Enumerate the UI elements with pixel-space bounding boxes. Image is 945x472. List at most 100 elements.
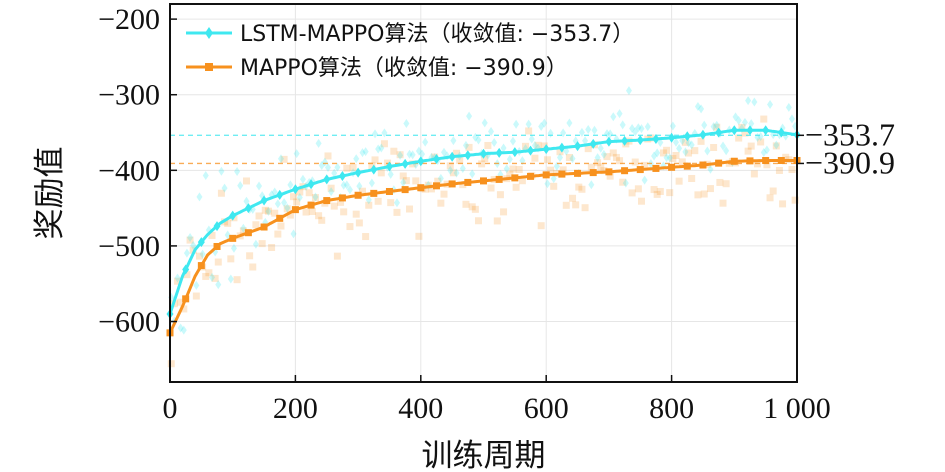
noise-point	[537, 222, 545, 230]
noise-point	[722, 180, 730, 188]
legend-swatch-marker	[205, 63, 213, 71]
series-marker	[448, 180, 456, 188]
noise-point	[707, 164, 714, 174]
noise-point	[550, 182, 558, 190]
noise-point	[352, 210, 360, 218]
noise-point	[632, 127, 639, 137]
noise-point	[283, 205, 291, 213]
series-marker	[338, 194, 346, 202]
noise-point	[450, 136, 457, 146]
noise-point	[616, 109, 623, 119]
noise-point	[193, 280, 200, 290]
noise-point	[713, 123, 721, 131]
converged-value-label: −390.9	[805, 144, 895, 180]
noise-point	[760, 115, 768, 123]
noise-point	[597, 163, 605, 171]
series-marker	[323, 197, 331, 205]
noise-point	[666, 189, 674, 197]
noise-point	[565, 153, 573, 161]
x-tick-label: 400	[398, 392, 443, 425]
noise-point	[419, 149, 426, 159]
noise-point	[500, 208, 508, 216]
noise-point	[763, 161, 771, 169]
series-marker	[276, 214, 284, 222]
series-marker	[715, 127, 723, 138]
noise-point	[659, 149, 667, 157]
noise-point	[387, 169, 394, 179]
noise-point	[710, 144, 718, 152]
series-marker	[182, 264, 190, 275]
noise-point	[544, 179, 551, 189]
noise-point	[189, 246, 197, 254]
noise-point	[296, 188, 304, 196]
noise-point	[644, 122, 651, 132]
noise-point	[766, 194, 774, 202]
noise-point	[453, 149, 461, 157]
noise-point	[575, 183, 583, 191]
series-marker	[683, 131, 691, 142]
noise-point	[331, 168, 338, 178]
noise-point	[196, 192, 203, 202]
noise-point	[183, 248, 190, 258]
noise-point	[710, 122, 717, 132]
noise-point	[500, 143, 507, 153]
series-marker	[370, 164, 378, 175]
series-marker	[464, 150, 472, 161]
series-marker	[213, 242, 221, 250]
x-tick-label: 800	[649, 392, 694, 425]
noise-point	[569, 194, 577, 202]
noise-point	[403, 118, 410, 128]
noise-point	[572, 201, 580, 209]
noise-point	[252, 221, 260, 229]
noise-point	[186, 236, 194, 244]
noise-point	[421, 185, 429, 193]
series-marker	[495, 147, 503, 158]
noise-point	[167, 360, 175, 368]
series-marker	[511, 147, 519, 158]
series-marker	[636, 135, 644, 146]
noise-point	[349, 163, 357, 171]
noise-point	[745, 96, 752, 106]
noise-point	[550, 174, 557, 184]
noise-point	[174, 277, 182, 285]
noise-point	[293, 198, 301, 206]
noise-point	[788, 114, 795, 124]
noise-point	[779, 200, 787, 208]
series-marker	[307, 201, 315, 209]
noise-point	[591, 125, 598, 135]
noise-point	[622, 178, 629, 188]
noise-point	[340, 180, 347, 190]
series-marker	[542, 144, 550, 155]
noise-point	[566, 118, 573, 128]
noise-point	[205, 269, 213, 277]
noise-point	[625, 86, 632, 96]
series-marker	[558, 170, 566, 178]
noise-point	[362, 233, 370, 241]
noise-point	[522, 142, 530, 150]
noise-point	[325, 162, 332, 172]
noise-point	[174, 273, 181, 283]
series-marker	[730, 125, 738, 136]
series-marker	[213, 221, 221, 232]
noise-point	[675, 177, 683, 185]
noise-point	[638, 197, 646, 205]
noise-point	[356, 181, 363, 191]
series-marker	[605, 168, 613, 176]
noise-point	[284, 203, 291, 213]
noise-point	[528, 134, 535, 144]
series-marker	[715, 159, 723, 167]
noise-point	[380, 140, 388, 148]
noise-point	[321, 157, 328, 167]
noise-point	[177, 298, 185, 306]
series-marker	[574, 141, 582, 152]
noise-point	[202, 272, 210, 280]
series-marker	[746, 157, 754, 165]
series-marker	[432, 182, 440, 190]
noise-point	[609, 149, 617, 157]
noise-point	[588, 180, 595, 190]
noise-point	[281, 198, 288, 208]
noise-point	[493, 217, 501, 225]
noise-point	[224, 219, 232, 227]
noise-point	[287, 180, 294, 190]
series-marker	[621, 167, 629, 175]
